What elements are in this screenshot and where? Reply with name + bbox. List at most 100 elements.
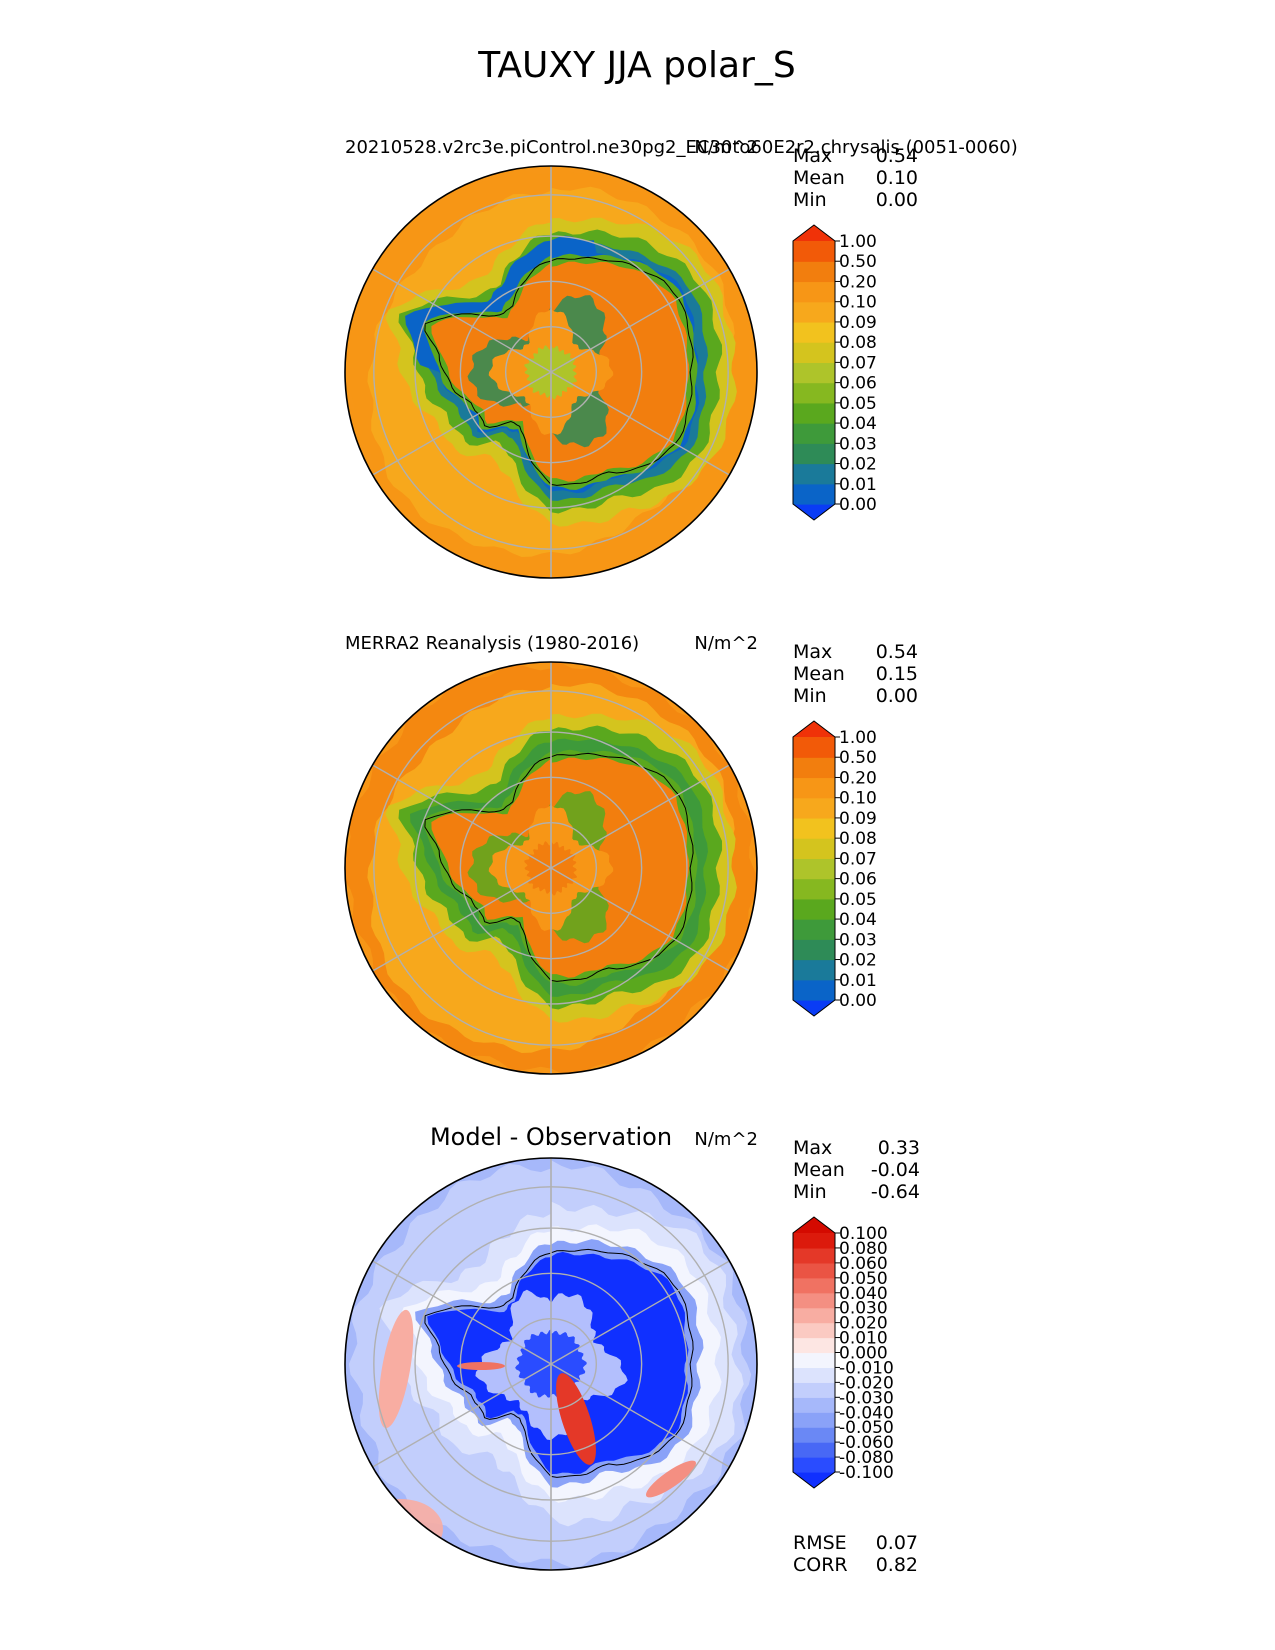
meridian-gridline	[372, 764, 552, 869]
panel-diff: Model - Observation N/m^2 Max 0.33 Mean …	[344, 1123, 920, 1576]
meridian-gridline	[550, 371, 730, 476]
panel-diff-map-border	[344, 1157, 758, 1571]
colorbar-extend-high	[793, 225, 835, 241]
colorbar-segment	[793, 362, 835, 384]
panel-diff-stat-rmse-value: 0.07	[876, 1532, 918, 1554]
colorbar-segment	[793, 261, 835, 283]
panel-test-colorbar: 0.000.010.020.030.040.050.060.070.080.09…	[792, 224, 877, 521]
panel-reference-stat-mean-value: 0.15	[876, 663, 918, 685]
colorbar-segment	[793, 1277, 835, 1294]
colorbar-tick-label: -0.040	[839, 1403, 894, 1423]
colorbar-segment	[793, 281, 835, 303]
colorbar-segment	[793, 838, 835, 859]
panel-reference-map-border	[344, 661, 758, 1075]
colorbar-tick-label: 0.08	[839, 829, 877, 849]
colorbar-segment	[793, 959, 835, 981]
panel-diff-title: Model - Observation	[430, 1123, 672, 1151]
panel-test-map	[345, 166, 757, 578]
panel-diff-stat-corr-value: 0.82	[876, 1554, 918, 1576]
colorbar-tick-label: -0.100	[839, 1463, 894, 1483]
colorbar-tick-label: 0.20	[839, 272, 877, 292]
colorbar-segment	[793, 1352, 835, 1369]
colorbar-segment	[793, 797, 835, 819]
colorbar-tick-label: -0.010	[839, 1358, 894, 1378]
panel-test: 20210528.v2rc3e.piControl.ne30pg2_EC30to…	[344, 137, 1018, 579]
colorbar-tick-label: -0.030	[839, 1388, 894, 1408]
meridian-gridline	[372, 1363, 552, 1468]
panel-reference-stat-min-value: 0.00	[876, 685, 918, 707]
colorbar-segment	[793, 1247, 835, 1264]
colorbar-segment	[793, 858, 835, 880]
panel-test-stat-mean-label: Mean	[793, 167, 845, 189]
meridian-gridline	[550, 867, 730, 972]
panel-test-stat-max-label: Max	[793, 145, 832, 167]
panel-reference-stat-min-label: Min	[793, 685, 827, 707]
panel-test-stat-mean-value: 0.10	[876, 167, 918, 189]
colorbar-tick-label: 0.03	[839, 930, 877, 950]
colorbar-tick-label: 1.00	[839, 232, 877, 252]
colorbar-segment	[793, 1367, 835, 1383]
colorbar-tick-label: 0.02	[839, 951, 877, 971]
panel-test-stat-min-value: 0.00	[876, 189, 918, 211]
colorbar-tick-label: 0.020	[839, 1314, 888, 1334]
colorbar-segment	[793, 342, 835, 363]
panel-reference-title: MERRA2 Reanalysis (1980-2016)	[345, 633, 639, 654]
panel-reference-stat-mean-label: Mean	[793, 663, 845, 685]
colorbar-segment	[793, 402, 835, 424]
panel-reference-colorbar: 0.000.010.020.030.040.050.060.070.080.09…	[792, 720, 877, 1017]
colorbar-tick-label: 0.08	[839, 333, 877, 353]
coastline	[424, 256, 694, 486]
colorbar-segment	[793, 1322, 835, 1339]
panel-diff-stat-mean-label: Mean	[793, 1159, 845, 1181]
colorbar-tick-label: 0.00	[839, 991, 877, 1011]
colorbar-segment	[793, 301, 835, 323]
panel-diff-stat-rmse-label: RMSE	[793, 1532, 847, 1554]
colorbar-tick-label: 0.040	[839, 1284, 888, 1304]
colorbar-tick-label: 0.05	[839, 394, 877, 414]
colorbar-tick-label: 0.030	[839, 1299, 888, 1319]
field-positive-patch	[378, 1309, 414, 1429]
colorbar-segment	[793, 898, 835, 920]
colorbar-segment	[793, 1412, 835, 1428]
colorbar-segment	[793, 1292, 835, 1309]
panel-diff-stat-mean-value: -0.04	[871, 1159, 920, 1181]
colorbar-segment	[793, 737, 835, 758]
figure-title: TAUXY JJA polar_S	[477, 45, 796, 86]
meridian-gridline	[550, 1260, 730, 1365]
colorbar-segment	[793, 1307, 835, 1324]
colorbar-extend-high	[793, 721, 835, 737]
colorbar-segment	[793, 1397, 835, 1413]
panel-reference-stat-max-label: Max	[793, 641, 832, 663]
colorbar-segment	[793, 241, 835, 262]
colorbar-tick-label: 1.00	[839, 728, 877, 748]
colorbar-segment	[793, 1442, 835, 1458]
colorbar-tick-label: 0.09	[839, 313, 877, 333]
colorbar-tick-label: 0.09	[839, 809, 877, 829]
colorbar-extend-high	[793, 1217, 835, 1233]
colorbar-tick-label: 0.10	[839, 789, 877, 809]
colorbar-segment	[793, 1233, 835, 1249]
panel-diff-stat-min-label: Min	[793, 1181, 827, 1203]
panel-test-stat-max-value: 0.54	[876, 145, 918, 167]
meridian-gridline	[372, 268, 552, 373]
colorbar-tick-label: 0.04	[839, 910, 877, 930]
coastline	[424, 752, 694, 982]
panel-diff-stat-max-label: Max	[793, 1137, 832, 1159]
panel-reference-units: N/m^2	[694, 633, 758, 654]
panel-diff-stat-max-value: 0.33	[878, 1137, 920, 1159]
field-positive-patch	[556, 1373, 596, 1465]
panel-diff-stat-corr-label: CORR	[793, 1554, 848, 1576]
meridian-gridline	[372, 1260, 552, 1365]
panel-diff-units: N/m^2	[694, 1129, 758, 1150]
panel-diff-stats: Max 0.33 Mean -0.04 Min -0.64 RMSE 0.07 …	[793, 1137, 920, 1576]
colorbar-segment	[793, 1262, 835, 1279]
colorbar-segment	[793, 443, 835, 465]
panel-reference-map	[345, 662, 757, 1074]
colorbar-segment	[793, 463, 835, 485]
panel-test-units: N/m^2	[694, 137, 758, 158]
colorbar-tick-label: 0.07	[839, 849, 877, 869]
colorbar-tick-label: 0.06	[839, 870, 877, 890]
colorbar-tick-label: -0.050	[839, 1418, 894, 1438]
meridian-gridline	[550, 1363, 730, 1468]
colorbar-segment	[793, 777, 835, 799]
